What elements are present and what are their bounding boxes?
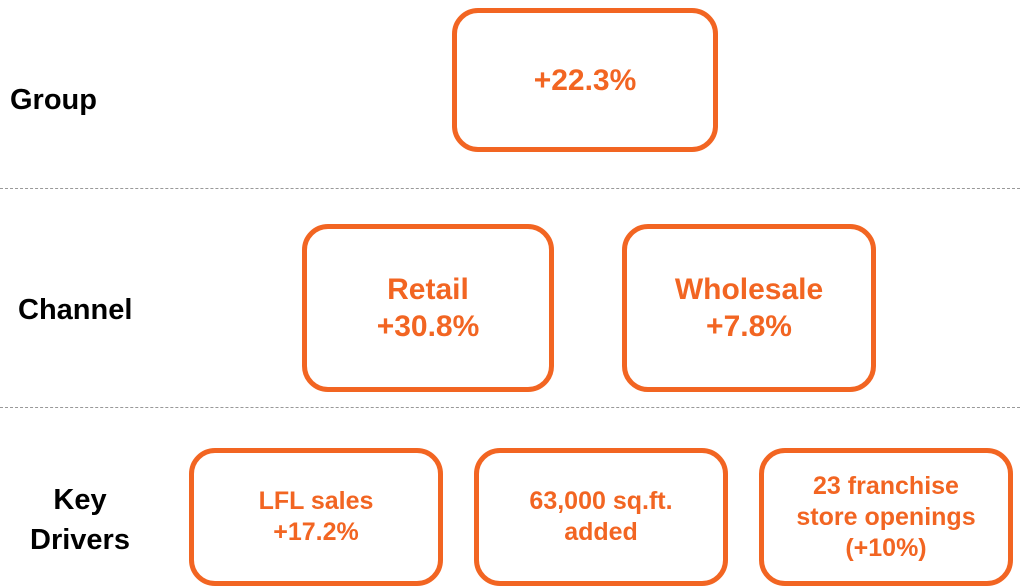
box: +22.3% [452,8,718,152]
label-line: Channel [18,294,133,326]
label-line: Group [10,84,97,116]
box: Wholesale +7.8% [622,224,876,392]
box-line: +30.8% [376,310,480,343]
divider [0,188,1020,189]
box-line: Retail [387,273,469,306]
label-line: Drivers [30,524,130,556]
box: LFL sales +17.2% [189,448,443,586]
box-line: +17.2% [273,518,359,546]
box-line: added [564,518,638,546]
box-line: store openings [796,502,976,531]
box-line: (+10%) [845,533,927,562]
box-line: +22.3% [533,63,637,97]
box-line: 63,000 sq.ft. [529,487,673,515]
box: 63,000 sq.ft. added [474,448,728,586]
divider [0,407,1020,408]
box-line: +7.8% [706,310,792,343]
label-line: Key [53,484,107,516]
box: 23 franchise store openings (+10%) [759,448,1013,586]
box-line: LFL sales [258,487,374,515]
box: Retail +30.8% [302,224,554,392]
box-line: 23 franchise [813,471,959,500]
row-label: Channel [18,290,132,330]
row-label: Key Drivers [10,480,150,560]
row-label: Group [10,80,97,120]
box-line: Wholesale [674,273,824,306]
